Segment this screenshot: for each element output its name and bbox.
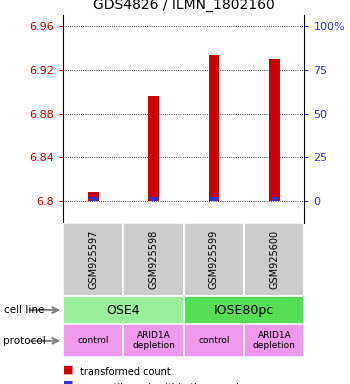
Bar [184, 324, 244, 357]
Text: control: control [77, 336, 109, 345]
Text: ARID1A
depletion: ARID1A depletion [253, 331, 296, 351]
Text: cell line: cell line [4, 305, 44, 315]
Bar [63, 324, 123, 357]
Text: GSM925597: GSM925597 [88, 230, 98, 289]
Text: ARID1A
depletion: ARID1A depletion [132, 331, 175, 351]
Title: GDS4826 / ILMN_1802160: GDS4826 / ILMN_1802160 [93, 0, 275, 12]
Bar [123, 223, 184, 296]
Text: OSE4: OSE4 [106, 304, 140, 316]
Bar [63, 223, 123, 296]
Text: ■: ■ [63, 380, 74, 384]
Text: percentile rank within the sample: percentile rank within the sample [80, 383, 245, 384]
Bar [184, 296, 304, 324]
Bar [150, 197, 157, 201]
Text: GSM925598: GSM925598 [148, 230, 159, 289]
Text: IOSE80pc: IOSE80pc [214, 304, 274, 316]
Bar [210, 197, 218, 201]
Bar [271, 197, 278, 201]
Bar [209, 55, 219, 201]
Bar [269, 59, 280, 201]
Bar [63, 296, 184, 324]
Text: control: control [198, 336, 230, 345]
Text: transformed count: transformed count [80, 367, 171, 377]
Text: ■: ■ [63, 364, 74, 374]
Bar [88, 192, 99, 201]
Text: GSM925600: GSM925600 [269, 230, 279, 289]
Text: GSM925599: GSM925599 [209, 230, 219, 289]
Bar [123, 324, 184, 357]
Bar [184, 223, 244, 296]
Bar [244, 223, 304, 296]
Text: protocol: protocol [4, 336, 46, 346]
Bar [148, 96, 159, 201]
Bar [244, 324, 304, 357]
Bar [90, 197, 97, 201]
